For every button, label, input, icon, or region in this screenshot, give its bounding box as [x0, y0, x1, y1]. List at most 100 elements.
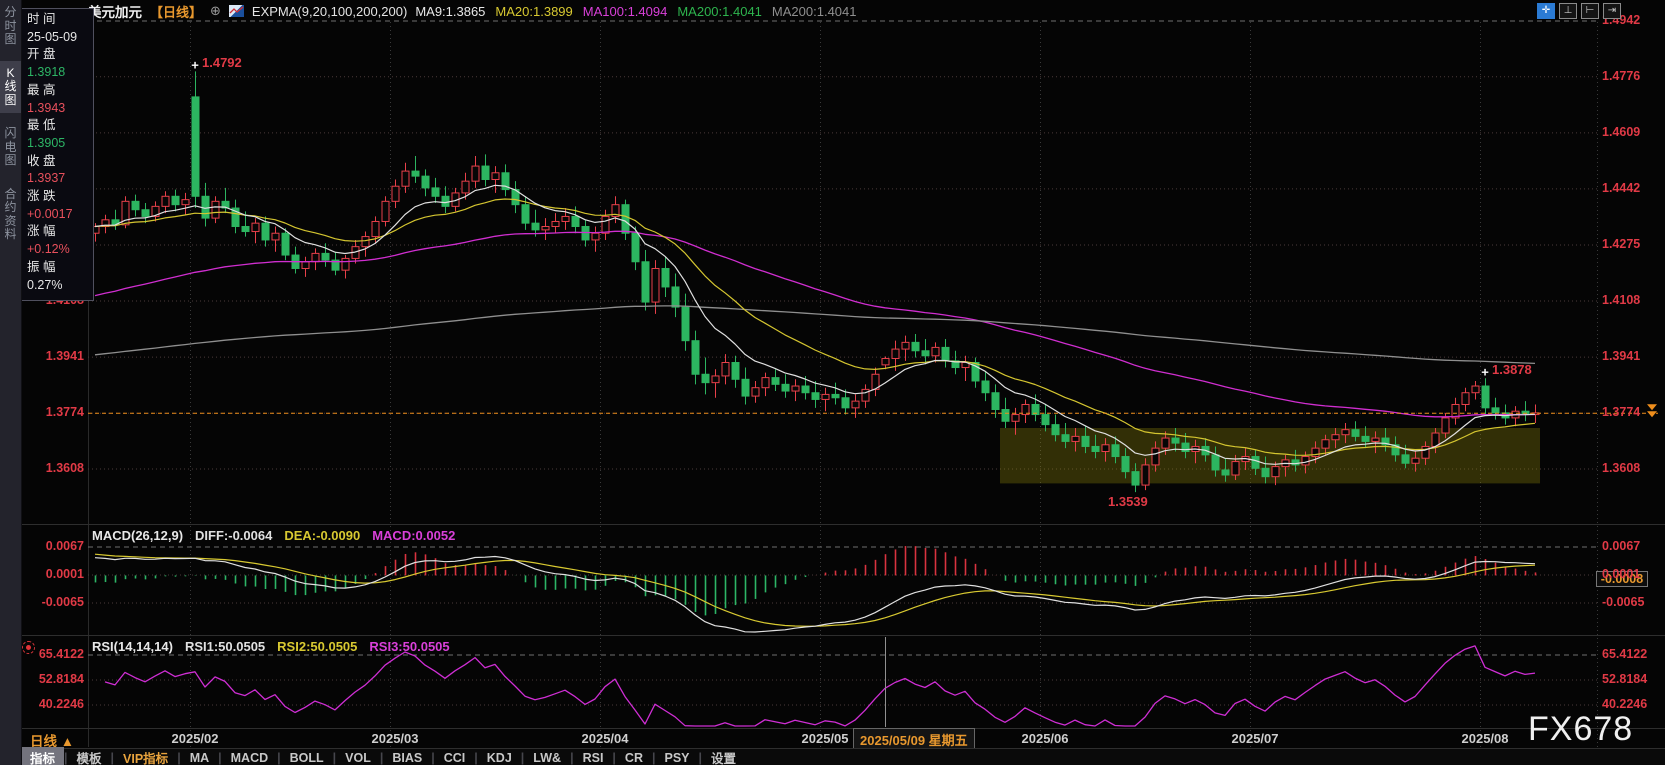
annotation-swing-high-price: 1.3878: [1492, 362, 1532, 377]
quote-value: +0.0017: [27, 206, 73, 221]
period-selector[interactable]: 日线 ▲: [30, 734, 75, 749]
quote-label: 最 低: [27, 118, 56, 133]
macd-dea-value: DEA:-0.0090: [284, 528, 361, 543]
quote-label: 振 幅: [27, 259, 56, 274]
y-axis-label: 1.4275: [1602, 236, 1641, 251]
toolbar-item-设置[interactable]: 设置: [711, 752, 737, 765]
month-label: 2025/05: [801, 731, 849, 746]
toolbar-item-MA[interactable]: MA: [189, 750, 210, 765]
toolbar-divider: |: [651, 750, 656, 765]
macd-params: MACD(26,12,9): [92, 528, 184, 543]
macd-header: MACD(26,12,9) DIFF:-0.0064 DEA:-0.0090 M…: [92, 528, 455, 543]
quote-label: 开 盘: [27, 47, 56, 62]
page-title: 美元加元: [88, 5, 142, 20]
sidebar-tab-3[interactable]: 闪 电 图: [4, 126, 17, 167]
y-axis-label: 1.3608: [45, 460, 84, 475]
rsi3-value: RSI3:50.0505: [369, 639, 450, 654]
sidebar-tab-4[interactable]: 合 约 资 料: [4, 186, 17, 241]
y-axis-label: 40.2246: [38, 696, 84, 711]
alert-sun-icon[interactable]: [22, 641, 35, 654]
y-axis-label: 65.4122: [1602, 647, 1648, 661]
toolbar-item-指标[interactable]: 指标: [21, 747, 65, 765]
y-axis-label: 0.0067: [1602, 539, 1641, 553]
watermark: FX678: [1528, 710, 1634, 748]
chevron-up-icon: ▲: [60, 734, 75, 749]
date-crosshair-box: 2025/05/09 星期五: [853, 728, 975, 751]
period-tag: 【日线】: [150, 4, 203, 20]
toolbar-item-CR[interactable]: CR: [624, 750, 643, 765]
annotation-low-price: 1.3539: [1108, 494, 1148, 509]
y-axis-label: 0.0001: [1602, 567, 1641, 581]
svg-text:+: +: [1481, 364, 1489, 379]
y-axis-label: 0.0001: [45, 567, 84, 581]
month-label: 2025/07: [1231, 731, 1279, 746]
quote-label: 涨 跌: [27, 189, 56, 204]
y-axis-label: 1.4108: [1602, 293, 1641, 308]
quote-value: 1.3937: [27, 171, 66, 186]
toolbar-item-模板[interactable]: 模板: [76, 752, 102, 765]
y-axis-label: 1.3774: [45, 405, 84, 420]
toolbar-item-MACD[interactable]: MACD: [230, 750, 269, 765]
quote-value: 1.3918: [27, 65, 66, 80]
sidebar-tab-2[interactable]: K 线 图: [0, 60, 21, 113]
toolbar-divider: |: [177, 750, 181, 765]
chart-header: 美元加元 【日线】 ⊕ EXPMA(9,20,100,200,200) MA9:1…: [88, 0, 867, 22]
quote-label: 最 高: [27, 82, 56, 97]
y-axis-label: 1.3608: [1602, 460, 1641, 475]
toolbar-divider: |: [379, 750, 384, 765]
ma-value-1: MA9:1.3865: [415, 3, 486, 19]
rsi1-value: RSI1:50.0505: [184, 639, 266, 654]
toolbar-divider: |: [612, 750, 616, 765]
y-axis-label: 1.3941: [1602, 349, 1641, 364]
toolbar-divider: |: [570, 750, 574, 765]
month-label: 2025/03: [371, 731, 419, 746]
toolbar-divider: |: [277, 750, 281, 765]
ma-value-3: MA100:1.4094: [582, 3, 668, 19]
month-label: 2025/02: [171, 731, 219, 746]
quote-panel: 时 间 25-05-09 开 盘 1.3918 最 高 1.3943 最 低 1.3905 收 …: [21, 8, 94, 301]
expand-icon[interactable]: ⊕: [210, 3, 221, 18]
toolbar-divider: |: [64, 750, 68, 765]
month-label: 2025/04: [581, 731, 629, 746]
corner-toolbar: ✛ ⊥ ⊢ ⇥: [1537, 3, 1621, 19]
y-axis-label: 40.2246: [1602, 696, 1648, 711]
axis-shift-icon[interactable]: ⊢: [1581, 3, 1599, 19]
ma-value-5: MA200:1.4041: [771, 3, 857, 19]
annotation-high-price: 1.4792: [202, 55, 242, 70]
toolbar-item-KDJ[interactable]: KDJ: [486, 750, 512, 765]
pane-right-icon[interactable]: ⇥: [1603, 3, 1621, 19]
svg-text:+: +: [191, 57, 199, 72]
y-axis-label: -0.0065: [41, 594, 84, 609]
toolbar-item-LW&[interactable]: LW&: [533, 750, 562, 765]
axis-scale-icon[interactable]: ⊥: [1559, 3, 1577, 19]
crosshair-icon[interactable]: ✛: [1537, 3, 1555, 19]
y-axis-label: 1.4442: [1602, 180, 1641, 195]
macd-diff-value: DIFF:-0.0064: [195, 528, 273, 543]
toolbar-divider: |: [332, 750, 337, 765]
toolbar-item-VIP指标[interactable]: VIP指标: [123, 752, 169, 765]
left-sidebar: 分 时 图 K 线 图闪 电 图合 约 资 料: [0, 0, 22, 765]
kline-mini-icon: [228, 5, 244, 17]
y-axis-label: 1.4776: [1602, 68, 1641, 83]
sidebar-tab-1[interactable]: 分 时 图: [4, 5, 17, 46]
toolbar-item-RSI[interactable]: RSI: [582, 750, 604, 765]
ma-value-4: MA200:1.4041: [677, 3, 762, 19]
indicator-label: EXPMA(9,20,100,200,200): [251, 3, 408, 19]
toolbar-divider: |: [218, 750, 222, 765]
toolbar-item-BIAS[interactable]: BIAS: [392, 750, 423, 765]
y-axis-label: -0.0065: [1602, 594, 1645, 609]
quote-value: 25-05-09: [27, 29, 78, 44]
toolbar-item-VOL[interactable]: VOL: [345, 750, 371, 765]
ma-value-2: MA20:1.3899: [495, 3, 573, 19]
toolbar-divider: |: [110, 750, 115, 765]
toolbar-item-CCI[interactable]: CCI: [443, 750, 466, 765]
macd-current-value-box: -0.0008: [1596, 571, 1648, 587]
rsi-header: RSI(14,14,14) RSI1:50.0505 RSI2:50.0505 …: [92, 639, 450, 654]
y-axis-label: 0.0067: [45, 539, 84, 553]
toolbar-item-BOLL[interactable]: BOLL: [289, 750, 324, 765]
y-axis-label: 52.8184: [1602, 672, 1648, 686]
toolbar-item-PSY[interactable]: PSY: [664, 750, 690, 765]
y-axis-label: 65.4122: [38, 647, 84, 661]
